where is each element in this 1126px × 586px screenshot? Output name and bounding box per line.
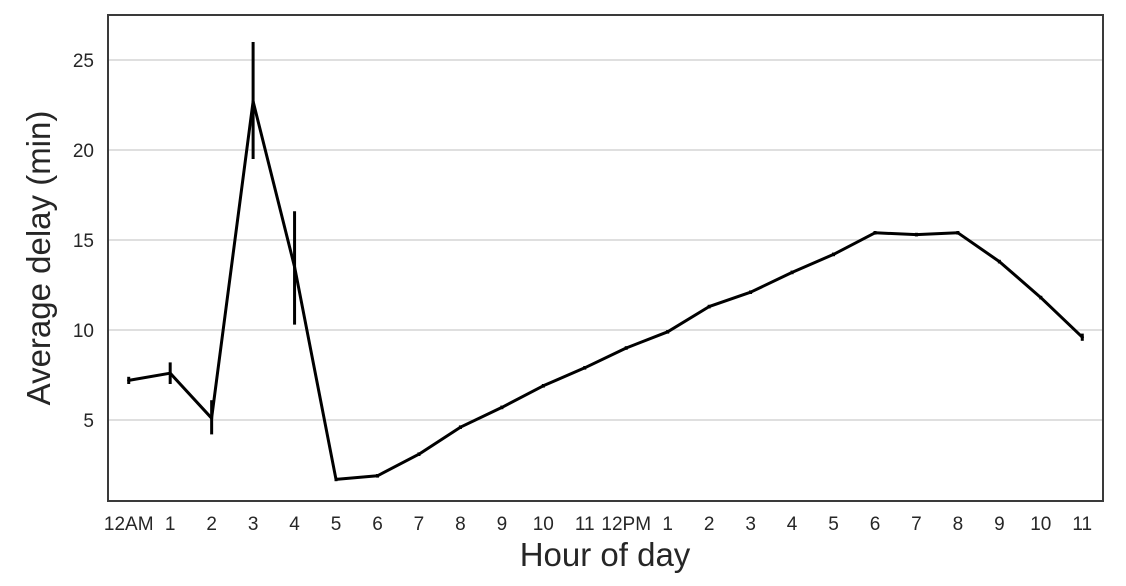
data-point	[210, 416, 214, 420]
x-tick-label: 10	[1030, 514, 1051, 535]
y-axis-ticks: 5 10 15 20 25	[73, 51, 94, 432]
x-tick-label: 5	[331, 514, 342, 535]
x-tick-label: 8	[953, 514, 964, 535]
x-tick-label: 10	[533, 514, 554, 535]
data-point	[458, 425, 462, 429]
data-point	[417, 452, 421, 456]
x-tick-label: 6	[870, 514, 881, 535]
data-point	[127, 378, 131, 382]
x-tick-label: 9	[994, 514, 1005, 535]
data-point	[251, 99, 255, 103]
data-point	[500, 405, 504, 409]
series-line	[127, 99, 1084, 481]
gridlines	[108, 59, 1103, 421]
data-point	[914, 233, 918, 237]
data-point	[873, 231, 877, 235]
data-point	[790, 270, 794, 274]
x-axis-ticks: 12AM 1 2 3 4 5 6 7 8 9 10 11 12PM 1 2 3 4 5 6 7 8 9 10 11	[104, 514, 1092, 535]
x-tick-label: 6	[372, 514, 383, 535]
x-tick-label: 7	[414, 514, 425, 535]
data-point	[583, 366, 587, 370]
x-tick-label: 12PM	[601, 514, 651, 535]
data-point	[1080, 335, 1084, 339]
y-tick-label: 5	[83, 411, 94, 432]
x-tick-label: 1	[662, 514, 673, 535]
x-tick-label: 3	[248, 514, 259, 535]
y-tick-label: 20	[73, 141, 94, 162]
x-tick-label: 1	[165, 514, 176, 535]
y-tick-label: 25	[73, 51, 94, 72]
data-point	[997, 260, 1001, 264]
y-tick-label: 10	[73, 321, 94, 342]
y-tick-label: 15	[73, 231, 94, 252]
x-axis-title: Hour of day	[520, 536, 691, 573]
plot-frame	[107, 14, 1104, 502]
x-tick-label: 12AM	[104, 514, 154, 535]
data-point	[293, 265, 297, 269]
x-tick-label: 4	[289, 514, 300, 535]
x-tick-label: 5	[828, 514, 839, 535]
x-tick-label: 7	[911, 514, 922, 535]
data-point	[956, 231, 960, 235]
x-tick-label: 11	[575, 514, 595, 535]
data-point	[334, 477, 338, 481]
x-tick-label: 3	[745, 514, 756, 535]
x-tick-label: 9	[497, 514, 508, 535]
y-axis-title: Average delay (min)	[20, 111, 57, 406]
data-point	[666, 330, 670, 334]
data-point	[541, 384, 545, 388]
data-point	[832, 252, 836, 256]
x-tick-label: 11	[1072, 514, 1092, 535]
data-point	[707, 305, 711, 309]
x-tick-label: 2	[206, 514, 217, 535]
data-point	[749, 290, 753, 294]
x-tick-label: 4	[787, 514, 798, 535]
data-point	[375, 474, 379, 478]
x-tick-label: 2	[704, 514, 715, 535]
plot-area	[127, 42, 1084, 482]
data-point	[168, 371, 172, 375]
data-point	[624, 346, 628, 350]
data-point	[1039, 296, 1043, 300]
x-tick-label: 8	[455, 514, 466, 535]
